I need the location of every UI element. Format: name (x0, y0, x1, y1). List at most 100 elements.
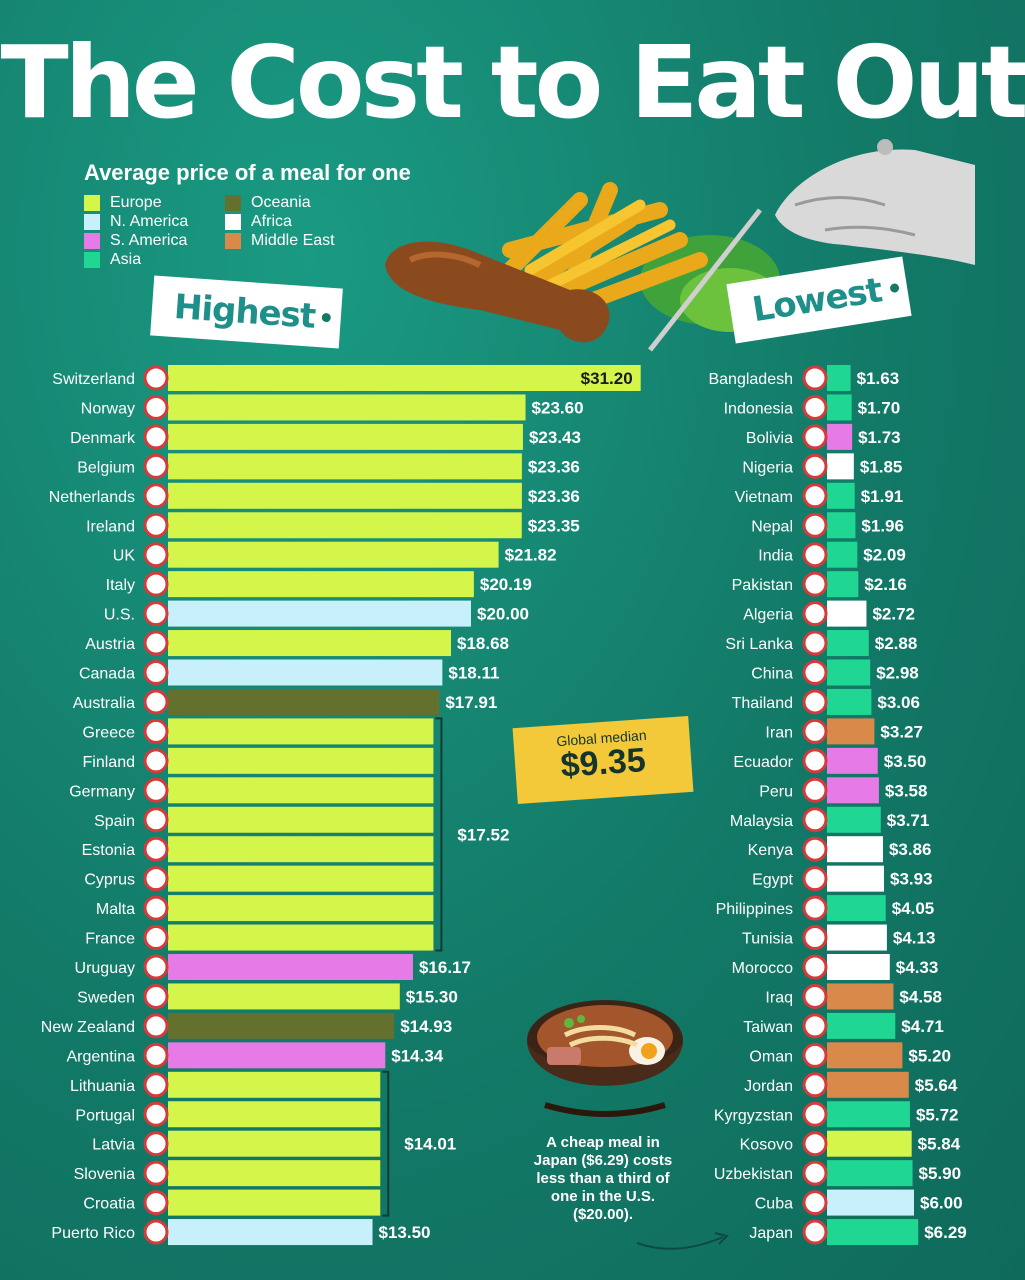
value-label-iraq: $4.58 (899, 987, 942, 1006)
group-value-label-0: $17.52 (457, 825, 509, 844)
value-label-egypt: $3.93 (890, 870, 933, 889)
flag-icon-sri-lanka (802, 630, 828, 656)
country-label-algeria: Algeria (743, 607, 793, 624)
hand-holding-fork-illustration (775, 139, 975, 265)
country-label-egypt: Egypt (752, 872, 793, 889)
country-label-lithuania: Lithuania (70, 1078, 135, 1095)
legend-item-n-america: N. America (84, 213, 188, 231)
legend-label: Asia (110, 251, 142, 268)
flag-icon-austria (143, 630, 169, 656)
legend-label: S. America (110, 232, 188, 249)
country-label-pakistan: Pakistan (732, 577, 793, 594)
bar-kenya (827, 836, 883, 863)
country-label-new-zealand: New Zealand (41, 1019, 135, 1036)
flag-icon-tunisia (802, 925, 828, 951)
bar-morocco (827, 954, 890, 980)
country-label-iraq: Iraq (765, 989, 793, 1006)
country-label-uk: UK (113, 548, 136, 565)
flag-icon-croatia (143, 1190, 169, 1216)
country-label-china: China (751, 666, 793, 683)
country-label-u-s: U.S. (104, 607, 135, 624)
chart-subtitle: Average price of a meal for one (84, 160, 411, 185)
flag-icon-iraq (802, 983, 828, 1009)
bar-bolivia (827, 423, 853, 450)
bar-ecuador (827, 747, 878, 774)
flag-icon-germany (143, 777, 169, 803)
country-label-oman: Oman (749, 1048, 793, 1065)
flag-icon-italy (143, 571, 169, 597)
country-label-malta: Malta (96, 901, 135, 918)
flag-icon-belgium (143, 453, 169, 479)
value-label-thailand: $3.06 (877, 693, 920, 712)
country-label-norway: Norway (81, 400, 135, 417)
bar-kosovo (827, 1130, 912, 1157)
chart-panel-highest: Switzerland $31.20 Norway $23.60 Denmark $23.… (41, 365, 641, 1246)
bar-latvia (168, 1130, 381, 1157)
group-value-label-1: $14.01 (404, 1135, 456, 1154)
value-label-argentina: $14.34 (391, 1046, 444, 1065)
country-label-uzbekistan: Uzbekistan (714, 1166, 793, 1183)
bar-china (827, 659, 871, 686)
country-label-indonesia: Indonesia (724, 400, 793, 417)
bar-malta (168, 895, 434, 922)
value-label-switzerland: $31.20 (581, 369, 633, 388)
legend-label: N. America (110, 213, 189, 230)
bar-austria (168, 630, 452, 657)
country-label-france: France (85, 931, 135, 948)
value-label-kosovo: $5.84 (918, 1135, 961, 1154)
legend-item-oceania: Oceania (225, 194, 311, 212)
value-label-new-zealand: $14.93 (400, 1017, 452, 1036)
country-label-latvia: Latvia (92, 1137, 135, 1154)
legend-swatch-n-america (84, 214, 100, 230)
bar-lithuania (168, 1071, 381, 1098)
flag-icon-morocco (802, 954, 828, 980)
country-label-canada: Canada (79, 666, 135, 683)
country-label-greece: Greece (83, 724, 136, 741)
value-label-peru: $3.58 (885, 781, 928, 800)
country-label-kosovo: Kosovo (740, 1137, 793, 1154)
value-label-belgium: $23.36 (528, 457, 580, 476)
bar-france (168, 924, 434, 951)
country-label-puerto-rico: Puerto Rico (51, 1225, 135, 1242)
bar-philippines (827, 895, 886, 922)
country-label-switzerland: Switzerland (52, 371, 135, 388)
country-label-jordan: Jordan (744, 1078, 793, 1095)
flag-icon-norway (143, 394, 169, 420)
bar-algeria (827, 600, 867, 627)
flag-icon-malta (143, 895, 169, 921)
bar-puerto-rico (168, 1219, 373, 1246)
flag-icon-taiwan (802, 1013, 828, 1039)
country-label-ireland: Ireland (86, 518, 135, 535)
country-label-peru: Peru (759, 783, 793, 800)
group-bracket-1 (382, 1070, 390, 1217)
bar-peru (827, 777, 879, 804)
note-arrow-icon (636, 1232, 729, 1250)
bar-iraq (827, 983, 894, 1010)
bar-uzbekistan (827, 1160, 913, 1187)
country-label-bolivia: Bolivia (746, 430, 793, 447)
value-label-bangladesh: $1.63 (857, 369, 900, 388)
legend-label: Europe (110, 194, 162, 211)
value-label-oman: $5.20 (908, 1046, 951, 1065)
flag-icon-uzbekistan (802, 1160, 828, 1186)
country-label-italy: Italy (106, 577, 135, 594)
flag-icon-uruguay (143, 954, 169, 980)
country-label-germany: Germany (69, 783, 135, 800)
legend-swatch-s-america (84, 233, 100, 249)
flag-icon-ireland (143, 512, 169, 538)
bar-uk (168, 541, 499, 568)
legend-swatch-asia (84, 252, 100, 268)
bar-denmark (168, 423, 523, 450)
flag-icon-canada (143, 660, 169, 685)
global-median-badge: Global median $9.35 (512, 715, 694, 805)
fried-chicken-fries-illustration (385, 182, 780, 352)
bar-slovenia (168, 1160, 381, 1187)
flag-icon-lithuania (143, 1072, 169, 1098)
flag-icon-cuba (802, 1190, 828, 1216)
value-label-uzbekistan: $5.90 (919, 1164, 962, 1183)
value-label-morocco: $4.33 (896, 958, 939, 977)
bar-cuba (827, 1189, 914, 1216)
country-label-tunisia: Tunisia (742, 931, 793, 948)
value-label-sweden: $15.30 (406, 987, 458, 1006)
flag-icon-u-s (143, 601, 169, 627)
